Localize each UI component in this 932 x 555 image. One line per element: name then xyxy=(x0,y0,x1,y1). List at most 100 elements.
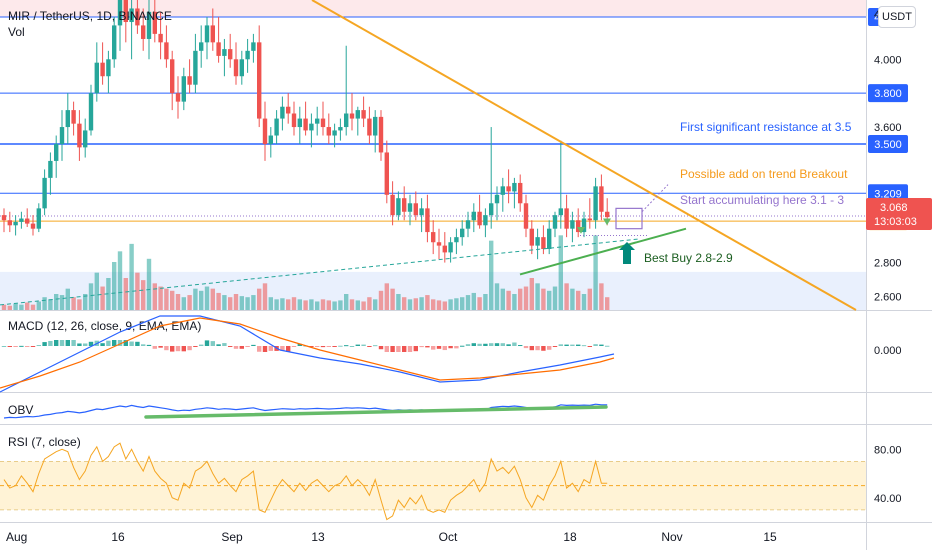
volume-bar xyxy=(112,262,117,310)
macd-histogram-bar xyxy=(1,346,7,347)
price-tag-bg xyxy=(868,134,908,153)
best-buy-arrow xyxy=(619,242,635,264)
macd-histogram-bar xyxy=(199,344,204,346)
macd-histogram-bar xyxy=(7,346,12,347)
volume-bar xyxy=(413,298,418,310)
volume-bar xyxy=(175,294,181,310)
volume-bar xyxy=(558,235,563,310)
volume-bar xyxy=(431,299,436,310)
macd-histogram-bar xyxy=(587,346,592,347)
volume-bar xyxy=(344,294,349,310)
time-tick: Aug xyxy=(6,530,27,544)
candle-body xyxy=(576,220,581,233)
time-tick: 13 xyxy=(311,530,325,544)
candle-body xyxy=(1,215,7,221)
price-tick: 3.600 xyxy=(874,122,902,134)
currency-button[interactable]: USDT xyxy=(878,6,916,28)
volume-bar xyxy=(239,296,244,310)
candle-body xyxy=(535,237,540,246)
macd-axis-tick: 0.000 xyxy=(874,345,902,357)
volume-bar xyxy=(262,283,268,310)
macd-histogram-bar xyxy=(367,346,372,347)
volume-bar xyxy=(71,297,76,310)
volume-bar xyxy=(146,258,152,310)
macd-histogram-bar xyxy=(315,346,320,347)
macd-histogram-bar xyxy=(605,345,610,347)
candle-body xyxy=(483,215,488,226)
time-tick: 15 xyxy=(763,530,777,544)
volume-bar xyxy=(460,297,465,310)
volume-bar xyxy=(355,300,360,310)
volume-bar xyxy=(210,288,215,310)
volume-bar xyxy=(280,298,285,310)
candle-body xyxy=(228,49,233,60)
price-tick: 3.209 xyxy=(874,188,902,200)
candle-body xyxy=(42,177,47,209)
volume-bar xyxy=(407,299,413,310)
price-tick: 4.000 xyxy=(874,54,902,66)
volume-bar xyxy=(367,297,372,310)
volume-bar xyxy=(25,302,30,310)
volume-bar xyxy=(77,299,82,310)
candle-body xyxy=(94,62,99,94)
volume-bar xyxy=(489,240,494,310)
candle-body xyxy=(460,228,465,238)
candle-body xyxy=(494,194,500,204)
candle-body xyxy=(442,245,447,253)
candle-body xyxy=(216,42,221,56)
macd-histogram-bar xyxy=(170,346,175,352)
candle-body xyxy=(344,113,349,128)
macd-histogram-bar xyxy=(396,346,401,352)
volume-bar xyxy=(326,300,331,310)
volume-bar xyxy=(48,299,53,310)
current-price-value: 3.068 xyxy=(880,202,908,214)
macd-histogram-bar xyxy=(257,346,262,352)
candle-body xyxy=(222,49,227,56)
candle-body xyxy=(396,198,401,216)
volume-bar xyxy=(1,304,7,310)
candle-body xyxy=(100,62,105,77)
macd-histogram-bar xyxy=(245,346,250,347)
macd-histogram-bar xyxy=(48,340,53,346)
volume-bar xyxy=(123,278,128,310)
volume-bar xyxy=(268,297,273,310)
volume-bar xyxy=(13,303,18,310)
macd-histogram-bar xyxy=(181,346,186,352)
candle-body xyxy=(233,59,239,77)
volume-bar xyxy=(593,235,598,310)
volume-bar xyxy=(523,286,529,310)
macd-histogram-bar xyxy=(471,343,476,346)
price-tick: 2.600 xyxy=(874,291,902,303)
volume-bar xyxy=(222,295,227,310)
volume-bar xyxy=(181,297,186,310)
macd-histogram-bar xyxy=(19,345,24,347)
macd-histogram-bar xyxy=(535,346,540,351)
macd-histogram-bar xyxy=(222,343,227,346)
candle-body xyxy=(199,42,204,51)
macd-histogram-bar xyxy=(355,344,360,346)
volume-bar xyxy=(94,272,99,310)
macd-histogram-bar xyxy=(77,343,82,346)
time-tick: 18 xyxy=(563,530,577,544)
best-buy-annotation: Best Buy 2.8-2.9 xyxy=(644,251,733,265)
time-tick: Sep xyxy=(221,530,243,544)
price-tick: 3.500 xyxy=(874,139,902,151)
candle-body xyxy=(19,218,24,222)
macd-histogram-bar xyxy=(506,344,511,346)
candle-body xyxy=(158,33,163,43)
volume-bar xyxy=(442,301,447,310)
volume-bar xyxy=(436,300,442,310)
macd-histogram-bar xyxy=(384,346,389,352)
macd-histogram-bar xyxy=(413,346,418,352)
volume-bar xyxy=(390,288,395,310)
price-tick: 3.800 xyxy=(874,88,902,100)
candle-body xyxy=(465,220,471,229)
macd-histogram-bar xyxy=(204,340,210,346)
macd-histogram-bar xyxy=(442,346,447,351)
macd-histogram-bar xyxy=(309,346,314,347)
macd-label: MACD (12, 26, close, 9, EMA, EMA) xyxy=(8,319,201,333)
candle-body xyxy=(170,59,175,94)
candle-body xyxy=(512,182,517,192)
macd-histogram-bar xyxy=(338,345,343,347)
